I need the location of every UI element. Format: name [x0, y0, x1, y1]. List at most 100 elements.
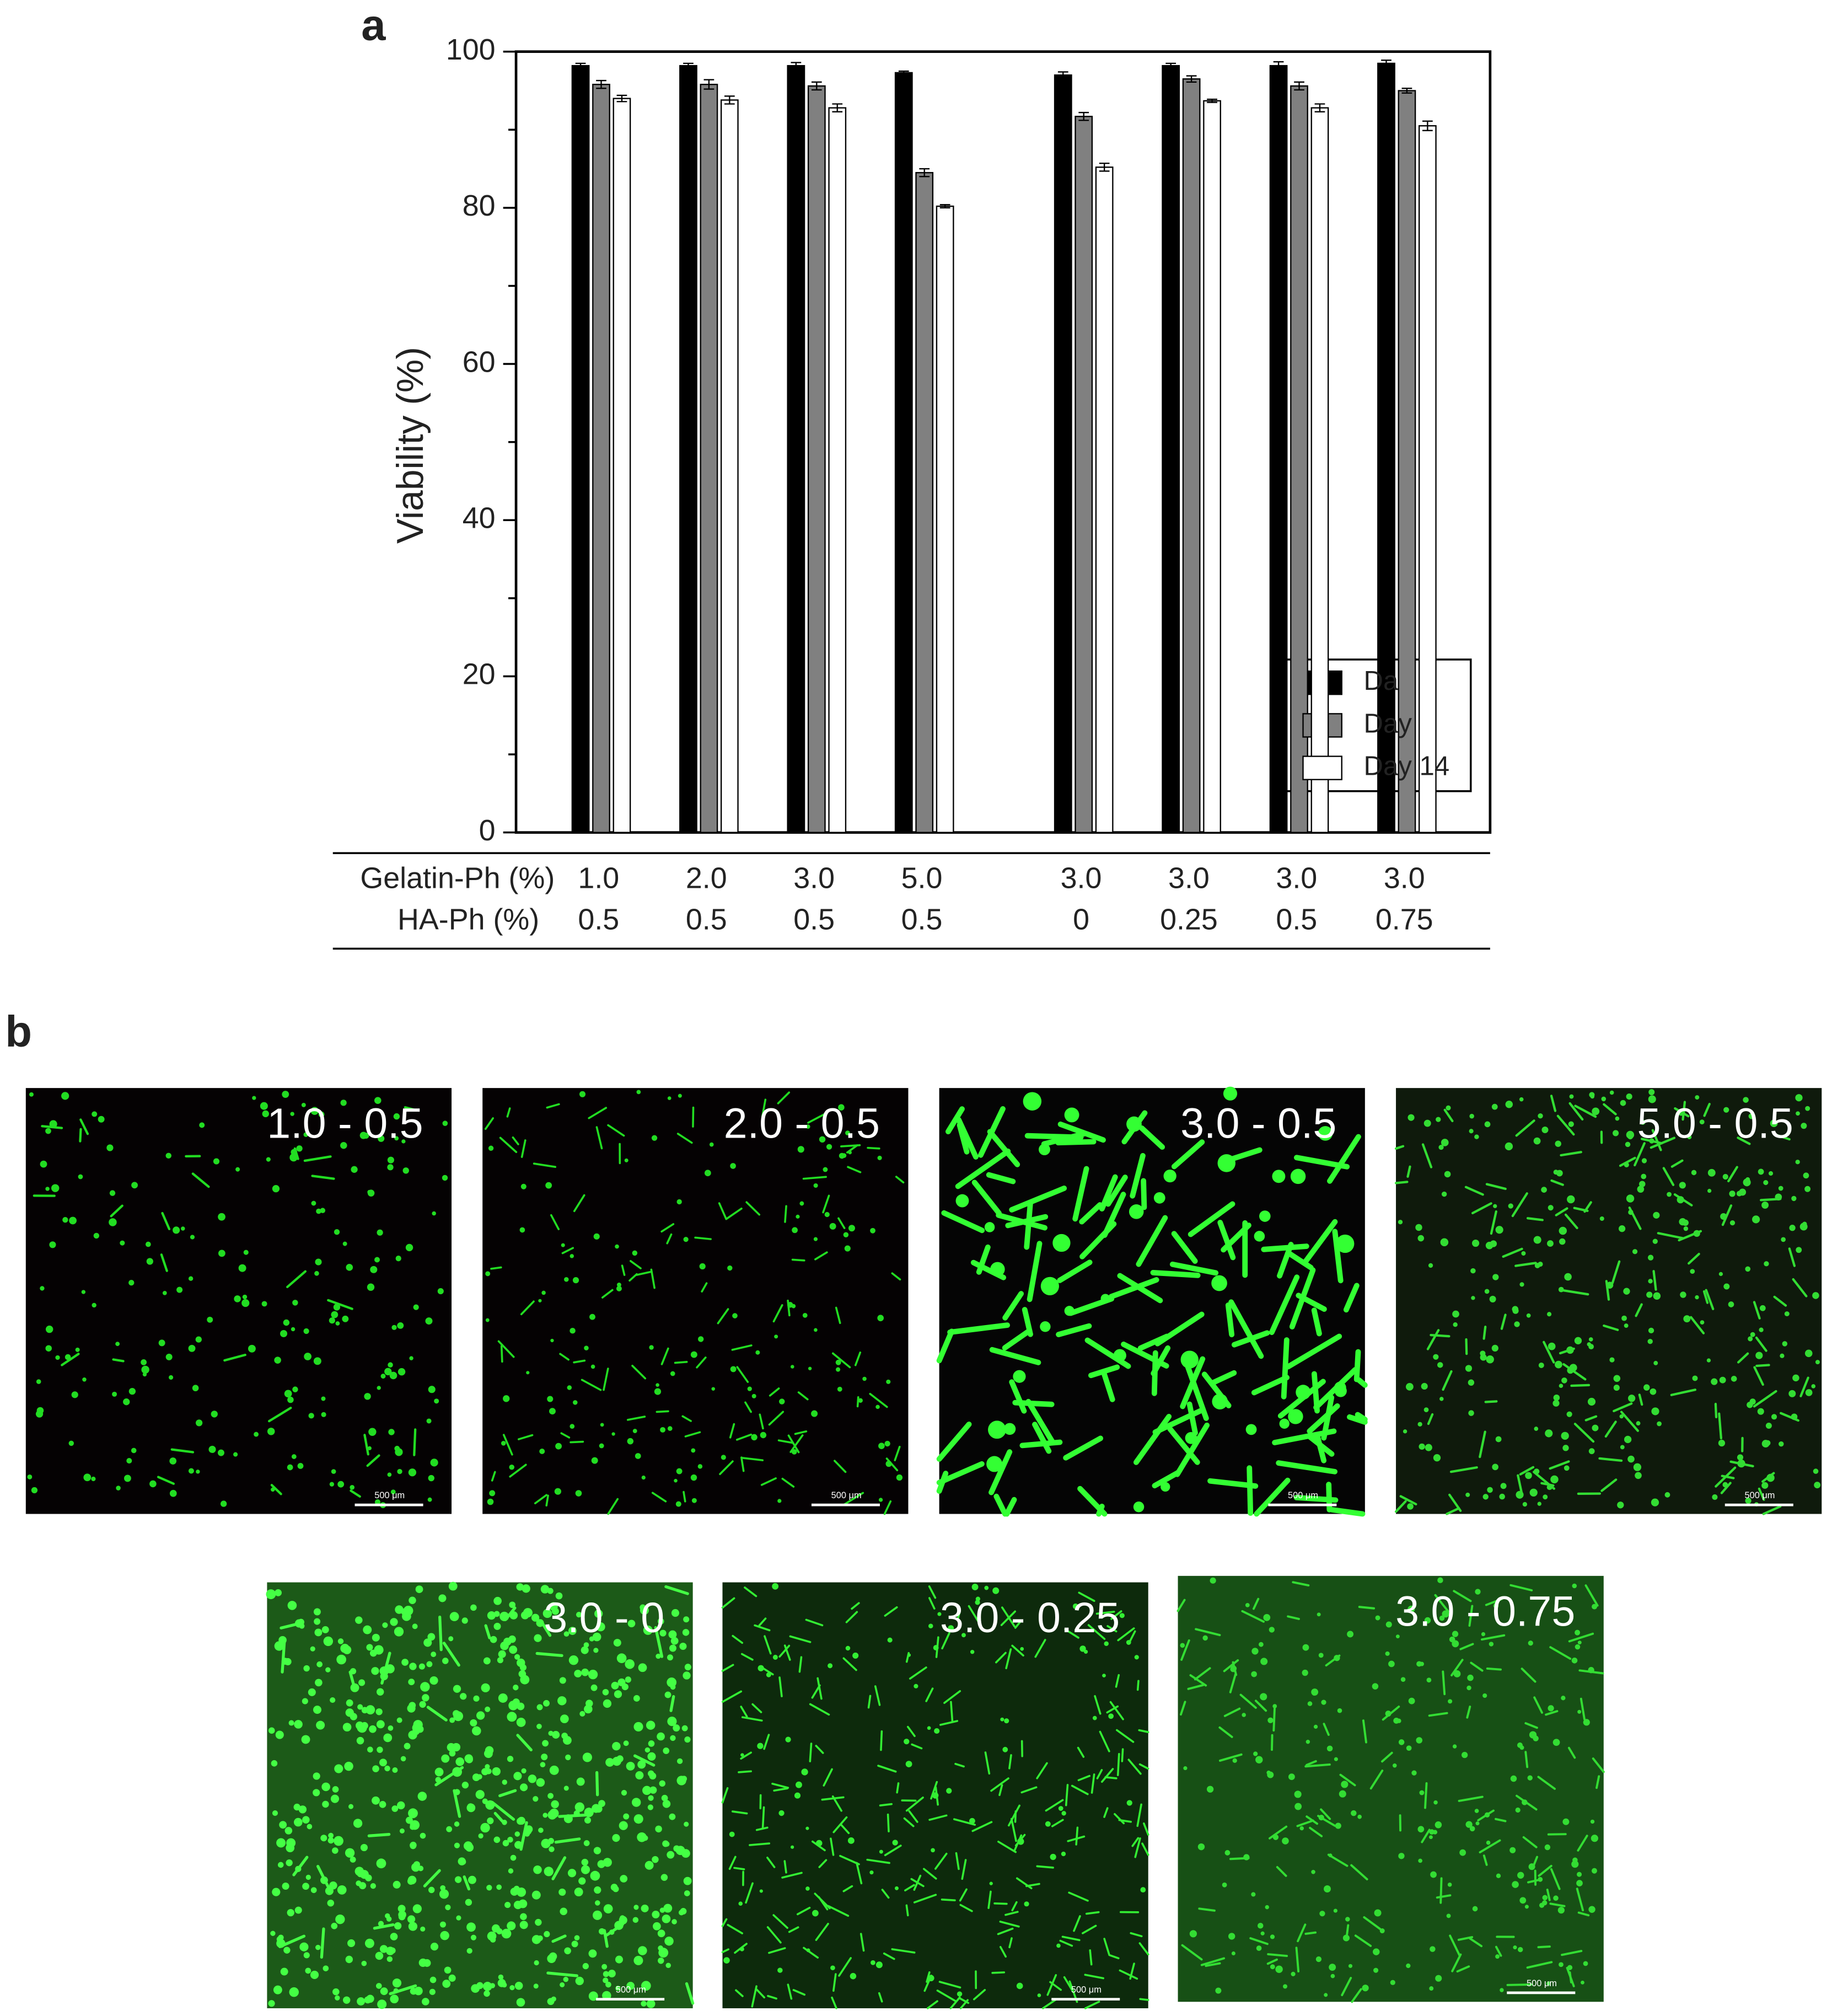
- error-bar: [575, 62, 586, 69]
- cell: [1588, 1337, 1593, 1342]
- cell: [1763, 1179, 1769, 1186]
- cell: [93, 1232, 100, 1239]
- cell: [409, 1356, 413, 1360]
- cell: [348, 1670, 357, 1691]
- cell: [1753, 1390, 1777, 1408]
- cell: [195, 1419, 203, 1427]
- cell: [1491, 1103, 1498, 1110]
- cell: [1296, 1819, 1314, 1827]
- cell: [1106, 1625, 1118, 1633]
- cell: [555, 1592, 563, 1600]
- cell: [612, 1741, 621, 1751]
- cell: [297, 1463, 304, 1469]
- cell: [996, 1212, 1047, 1231]
- cell: [1588, 1344, 1594, 1350]
- cell: [1251, 1648, 1259, 1655]
- cell: [683, 1876, 692, 1885]
- cell: [1187, 1683, 1205, 1690]
- cell: [289, 1153, 298, 1162]
- cell: [509, 1985, 515, 1991]
- cell: [115, 1342, 120, 1347]
- cell: [1229, 1672, 1237, 1693]
- cell: [377, 1688, 384, 1696]
- cell: [969, 1817, 975, 1824]
- cell: [248, 1344, 256, 1353]
- cell: [1186, 1401, 1198, 1436]
- cell: [498, 1789, 517, 1798]
- x-tick-label: 0.5: [793, 903, 835, 936]
- cell: [480, 1822, 490, 1833]
- cell: [1538, 1113, 1543, 1119]
- cell: [591, 1457, 598, 1464]
- cell: [669, 1813, 676, 1820]
- cell: [831, 1352, 851, 1369]
- cell: [633, 1814, 643, 1824]
- cell: [1005, 1648, 1012, 1670]
- cell: [934, 1852, 948, 1870]
- cell: [507, 1756, 514, 1762]
- cell: [1613, 1385, 1620, 1391]
- cell: [751, 1703, 762, 1713]
- cell: [1509, 1584, 1533, 1591]
- cell: [683, 1490, 686, 1503]
- cell: [845, 1611, 858, 1623]
- cell: [1727, 1166, 1738, 1183]
- cell: [701, 1282, 708, 1293]
- cell: [420, 1682, 430, 1692]
- cell: [51, 1184, 60, 1192]
- cell: [487, 1817, 494, 1825]
- cell: [1269, 1825, 1288, 1840]
- cell: [1683, 1226, 1689, 1231]
- cell: [678, 1093, 682, 1098]
- cell: [1210, 1577, 1216, 1584]
- cell: [843, 1232, 849, 1238]
- cell: [874, 1685, 881, 1706]
- cell: [1677, 1196, 1684, 1204]
- cell: [36, 1379, 41, 1384]
- cell: [653, 1922, 661, 1931]
- cell: [308, 1688, 316, 1696]
- cell: [670, 1371, 675, 1376]
- cell: [1259, 1642, 1264, 1647]
- cell: [568, 1627, 577, 1635]
- cell: [380, 1672, 388, 1681]
- cell: [991, 1971, 1006, 1974]
- cell: [328, 1832, 334, 1838]
- cell: [350, 1489, 361, 1498]
- cell: [1803, 1172, 1809, 1179]
- cell: [1185, 1431, 1197, 1444]
- cell: [543, 1699, 550, 1707]
- cell: [455, 1757, 465, 1766]
- x-tick-label: 2.0: [686, 861, 727, 894]
- cell: [973, 1988, 986, 2001]
- cell: [837, 1386, 842, 1392]
- cell: [1100, 1294, 1110, 1304]
- cell: [470, 1934, 477, 1940]
- x-tick-label: 3.0: [1384, 861, 1425, 894]
- cell: [1465, 1821, 1473, 1828]
- cell: [1296, 1385, 1311, 1400]
- cell: [1572, 1857, 1578, 1863]
- cell: [559, 1353, 570, 1361]
- cell: [302, 1883, 309, 1890]
- cell: [772, 1304, 783, 1323]
- cell: [646, 1999, 656, 2008]
- cell: [1779, 1441, 1784, 1447]
- cell: [796, 1781, 802, 1788]
- cell: [1195, 1628, 1221, 1637]
- cell: [805, 1826, 809, 1830]
- cell: [1087, 1624, 1106, 1640]
- cell: [442, 1120, 448, 1126]
- cell: [1436, 1117, 1441, 1122]
- cell: [1346, 1414, 1368, 1425]
- cell: [1515, 1807, 1521, 1813]
- cell: [1315, 1956, 1322, 1963]
- cell: [674, 1361, 688, 1364]
- cell: [660, 1223, 675, 1233]
- error-bar: [791, 62, 802, 69]
- cell: [1231, 1330, 1270, 1348]
- cell: [1528, 1640, 1533, 1646]
- cell: [774, 1334, 778, 1339]
- cell: [31, 1487, 38, 1494]
- cell: [1341, 1977, 1352, 1997]
